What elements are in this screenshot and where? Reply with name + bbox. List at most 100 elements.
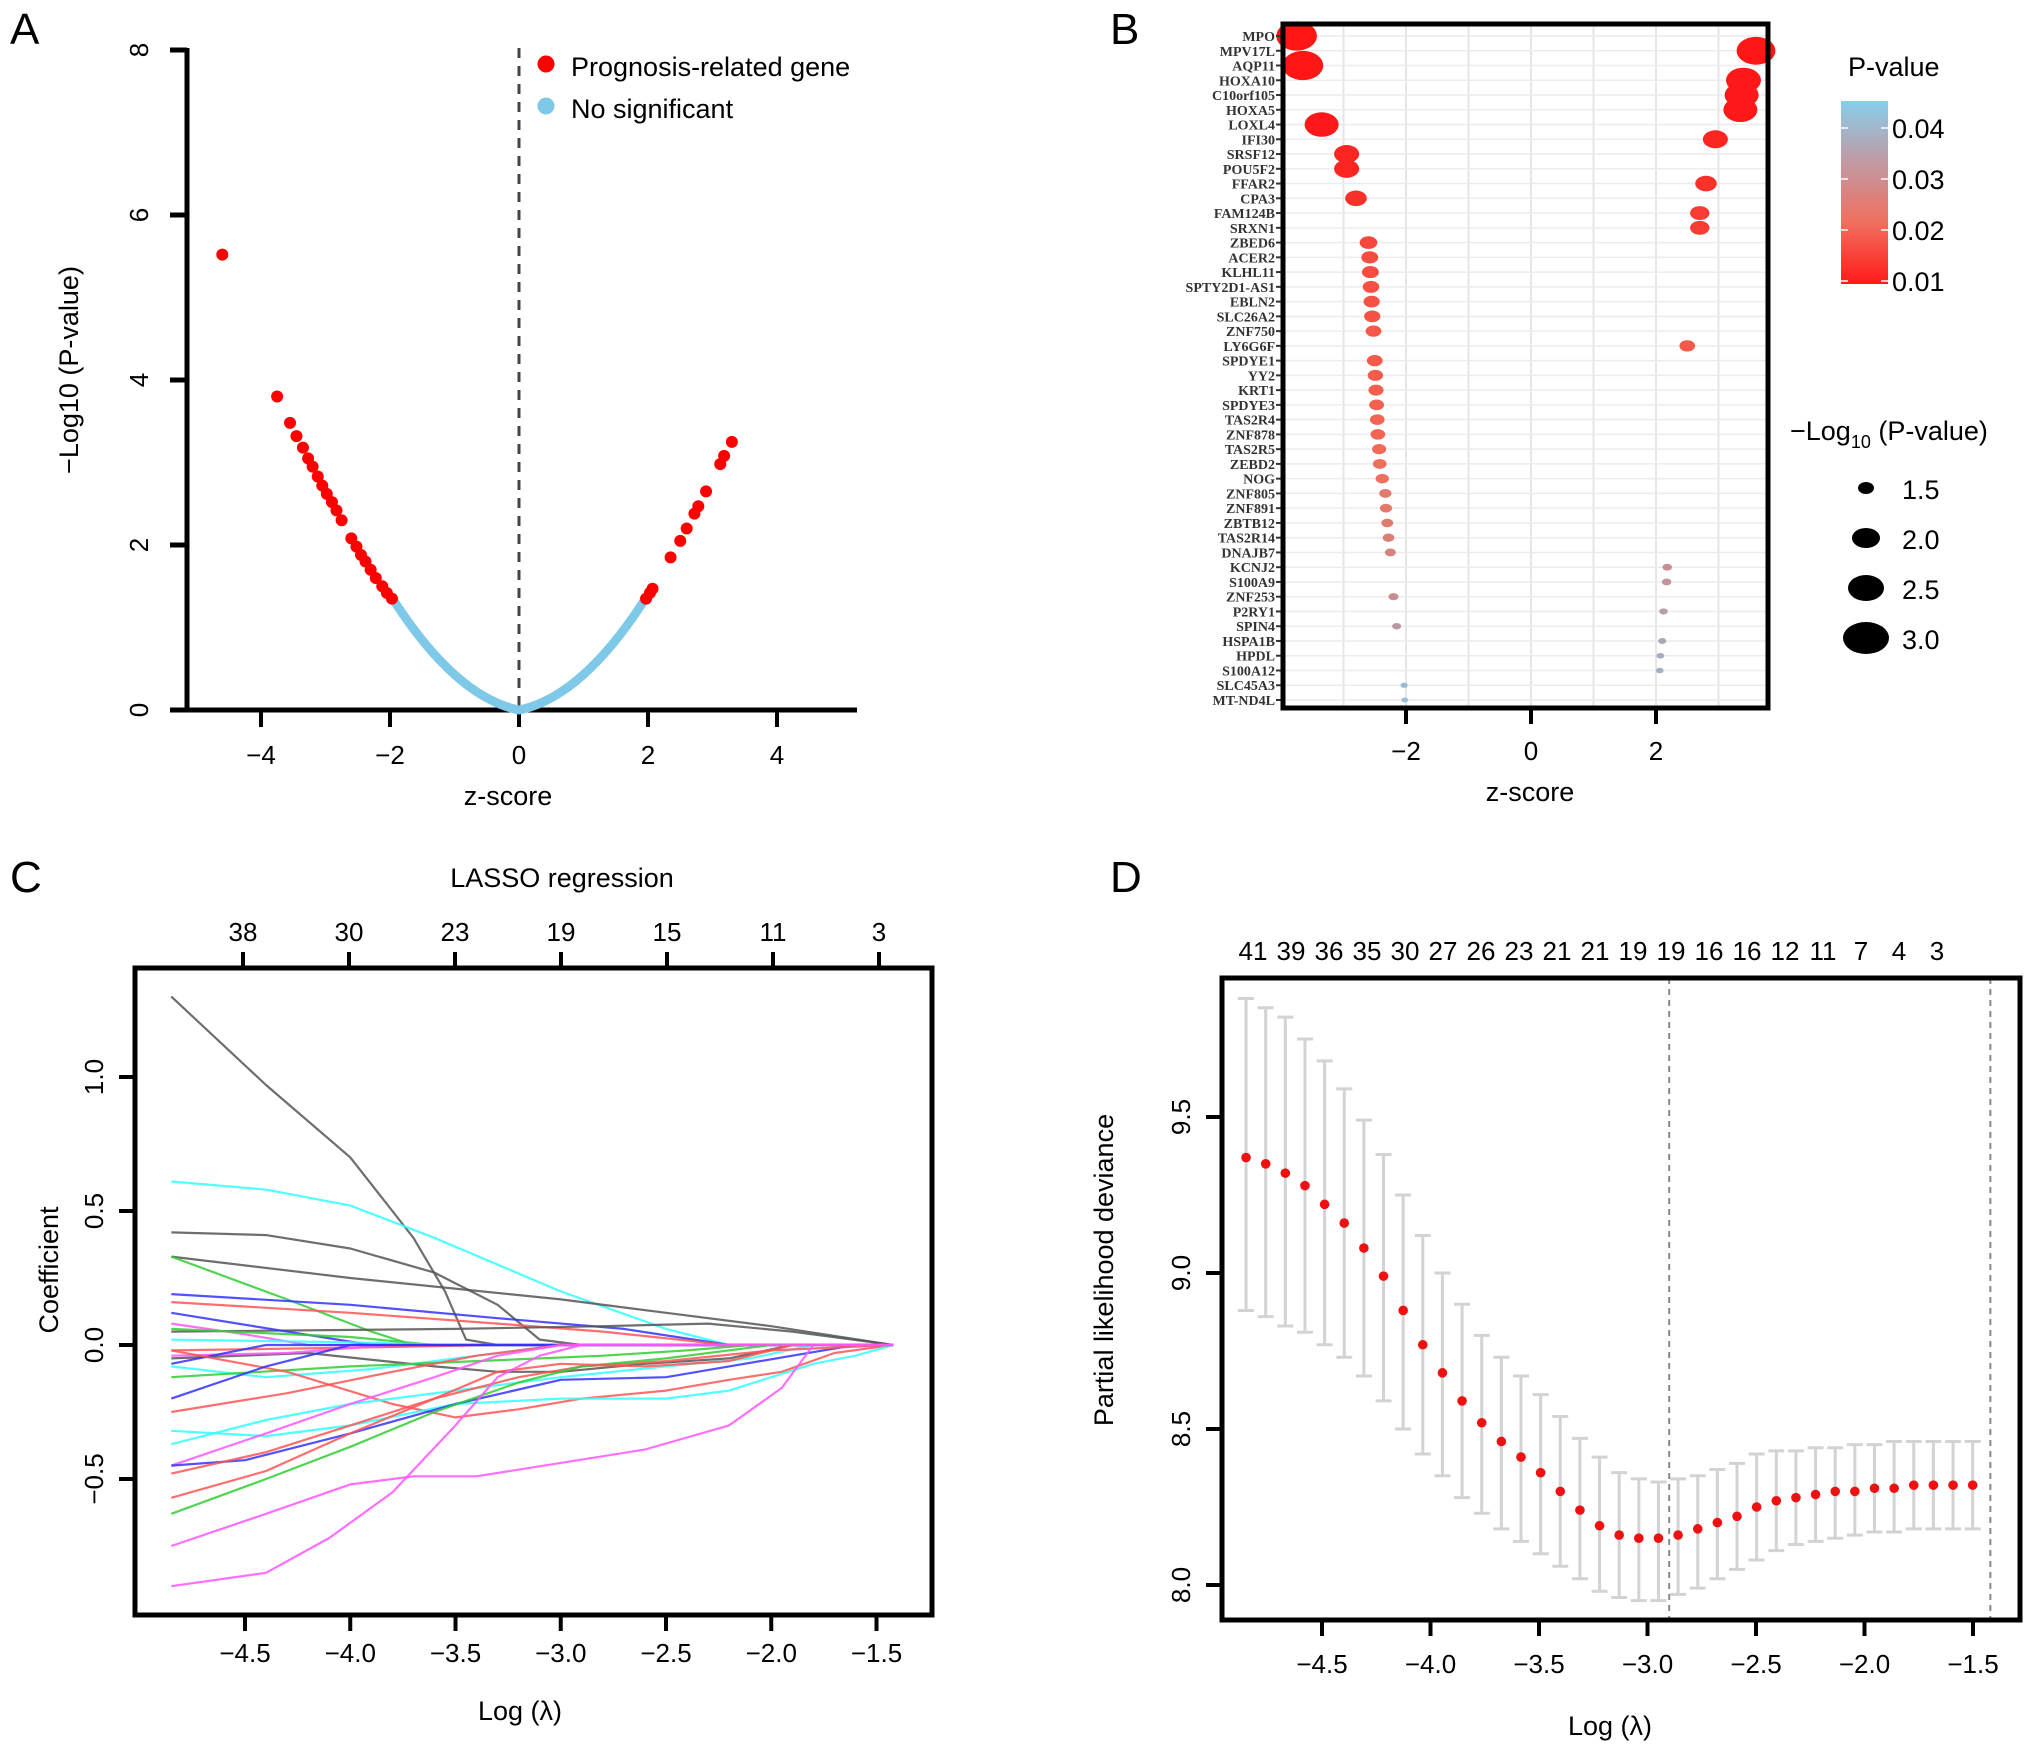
point-prognosis-gene: [646, 582, 659, 595]
panel-letter-b: B: [1110, 5, 1139, 54]
top-tick-label: 4: [1892, 936, 1906, 966]
gene-bubble: [1364, 310, 1381, 323]
y-tick-label: 0.0: [79, 1327, 109, 1363]
point-prognosis-gene: [680, 522, 693, 535]
gene-label: LY6G6F: [1223, 340, 1275, 355]
gene-bubble: [1655, 667, 1664, 674]
panel-letter-d: D: [1110, 853, 1142, 902]
y-axis-title: −Log10 (P-value): [54, 266, 84, 474]
gene-bubble: [1370, 429, 1386, 440]
gene-bubble: [1379, 489, 1392, 498]
size-legend-label: 2.5: [1902, 575, 1940, 605]
y-tick-label: 0.5: [79, 1193, 109, 1229]
x-axis-title: Log (λ): [1568, 1711, 1652, 1741]
gene-label: EBLN2: [1230, 296, 1275, 311]
gene-label: POU5F2: [1223, 163, 1275, 178]
color-legend-label: 0.03: [1892, 165, 1945, 195]
gene-bubble: [1334, 159, 1360, 178]
gene-label: C10orf105: [1212, 89, 1275, 104]
gene-label: ZEBD2: [1230, 458, 1275, 473]
gene-label: SRSF12: [1227, 148, 1275, 163]
deviance-point: [1476, 1417, 1487, 1428]
plot-frame: [1280, 21, 1771, 711]
deviance-point: [1535, 1467, 1546, 1478]
top-tick-label: 23: [1505, 936, 1534, 966]
gene-label: TAS2R14: [1218, 532, 1275, 547]
gene-bubble: [1372, 458, 1387, 469]
coefficient-path: [171, 1343, 894, 1499]
gene-bubble: [1723, 97, 1758, 123]
deviance-point: [1378, 1271, 1389, 1281]
legend-label-prognosis: Prognosis-related gene: [571, 52, 850, 82]
gene-label: DNAJB7: [1221, 546, 1275, 561]
gene-bubble: [1363, 295, 1380, 308]
top-tick-label: 41: [1239, 936, 1268, 966]
gene-bubble: [1369, 399, 1385, 411]
coefficient-path: [171, 1343, 894, 1588]
coefficient-path: [171, 1322, 894, 1347]
top-tick-label: 30: [335, 917, 364, 947]
deviance-point: [1908, 1480, 1919, 1490]
coefficient-path: [171, 1343, 894, 1475]
gene-bubble: [1401, 697, 1409, 703]
deviance-point: [1516, 1452, 1526, 1462]
top-tick-label: 12: [1771, 936, 1800, 966]
gene-label: CPA3: [1240, 192, 1275, 207]
gene-label: SPIN4: [1236, 620, 1275, 635]
plot-frame: [132, 965, 935, 1618]
color-legend-label: 0.02: [1892, 216, 1945, 246]
x-tick-label: −1.5: [1947, 1649, 1998, 1679]
deviance-point: [1850, 1486, 1860, 1497]
gene-bubble: [1359, 236, 1378, 249]
size-legend-label: 1.5: [1902, 475, 1940, 505]
deviance-point: [1339, 1218, 1350, 1228]
gene-bubble: [1372, 444, 1387, 455]
gene-label: ZNF253: [1226, 591, 1275, 606]
point-prognosis-gene: [271, 390, 284, 403]
y-tick-label: 0: [124, 703, 154, 717]
gene-bubble: [1690, 206, 1710, 221]
gene-bubble: [1282, 50, 1324, 81]
gene-label: SLC26A2: [1217, 310, 1275, 325]
gene-label: KRT1: [1238, 384, 1275, 399]
coefficient-path: [171, 1343, 894, 1438]
gene-label: HSPA1B: [1222, 635, 1275, 650]
y-tick-label: 1.0: [79, 1059, 109, 1095]
gene-label: ZNF891: [1226, 502, 1275, 517]
top-tick-label: 21: [1581, 936, 1610, 966]
x-tick-label: −1.5: [851, 1638, 902, 1668]
x-tick-label: −4.0: [1405, 1649, 1456, 1679]
gene-label: FAM124B: [1214, 207, 1275, 222]
gene-label: MPV17L: [1220, 45, 1275, 60]
gene-label: ZNF805: [1226, 487, 1275, 502]
x-tick-label: −4.5: [1296, 1649, 1347, 1679]
deviance-point: [1300, 1180, 1310, 1191]
x-tick-label: −2.5: [640, 1638, 691, 1668]
gene-label: KLHL11: [1221, 266, 1275, 281]
deviance-point: [1791, 1492, 1801, 1503]
panel-b-bubble-plot: MPOMPV17LAQP11HOXA10C10orf105HOXA5LOXL4I…: [1186, 21, 1988, 807]
panel-c-lasso-coefficients: LASSO regression 38 30 23 19 15 11 3 −4.5 −4.0 −3.…: [34, 863, 935, 1726]
gene-label: MT-ND4L: [1213, 694, 1276, 709]
gene-bubble: [1658, 638, 1667, 644]
size-legend-marker: [1848, 575, 1884, 601]
deviance-point: [1869, 1483, 1880, 1494]
gene-bubble: [1702, 130, 1728, 149]
y-tick-label: 2: [124, 538, 154, 552]
gene-label: SPDYE3: [1222, 399, 1275, 414]
color-legend-title: P-value: [1848, 52, 1940, 82]
gene-label: P2RY1: [1233, 605, 1275, 620]
gene-label: IFI30: [1242, 133, 1275, 148]
point-prognosis-gene: [664, 551, 677, 564]
size-legend-marker: [1843, 622, 1889, 654]
gene-label: HPDL: [1236, 650, 1275, 665]
gene-bubble: [1381, 518, 1394, 528]
gene-label: S100A9: [1229, 576, 1275, 591]
point-prognosis-gene: [311, 470, 324, 483]
deviance-point: [1319, 1199, 1330, 1210]
gene-label: NOG: [1243, 473, 1275, 488]
gene-label: KCNJ2: [1230, 561, 1275, 576]
deviance-point: [1417, 1339, 1428, 1350]
gene-label: TAS2R5: [1225, 443, 1275, 458]
